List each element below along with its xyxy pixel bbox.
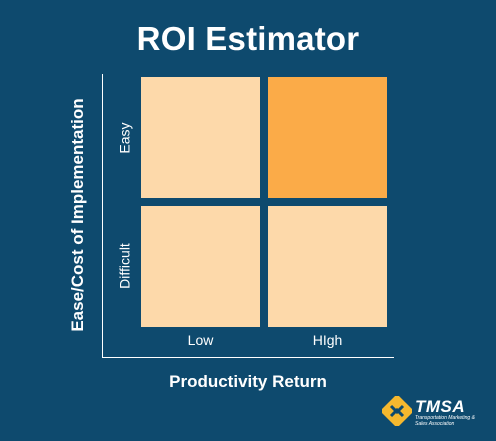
logo-name: TMSA — [415, 397, 466, 416]
x-tick-low: Low — [187, 332, 214, 348]
quadrant-difficult-low — [141, 206, 260, 327]
quadrant-easy-high — [268, 77, 387, 198]
logo-tagline: Transportation Marketing & Sales Associa… — [415, 415, 475, 427]
y-tick-difficult: Difficult — [116, 243, 133, 289]
tmsa-logo: TMSA Transportation Marketing & Sales As… — [382, 396, 482, 430]
y-tick-easy: Easy — [116, 122, 133, 154]
y-axis-line — [102, 74, 103, 358]
page-title: ROI Estimator — [136, 20, 360, 57]
quadrant-difficult-high — [268, 206, 387, 327]
quadrant-easy-low — [141, 77, 260, 198]
tmsa-logo-mark-icon — [382, 396, 412, 426]
x-axis-line — [102, 357, 394, 358]
x-tick-high: HIgh — [312, 332, 343, 348]
x-axis-label: Productivity Return — [169, 372, 327, 391]
y-axis-label: Ease/Cost of Implementation — [68, 98, 87, 332]
